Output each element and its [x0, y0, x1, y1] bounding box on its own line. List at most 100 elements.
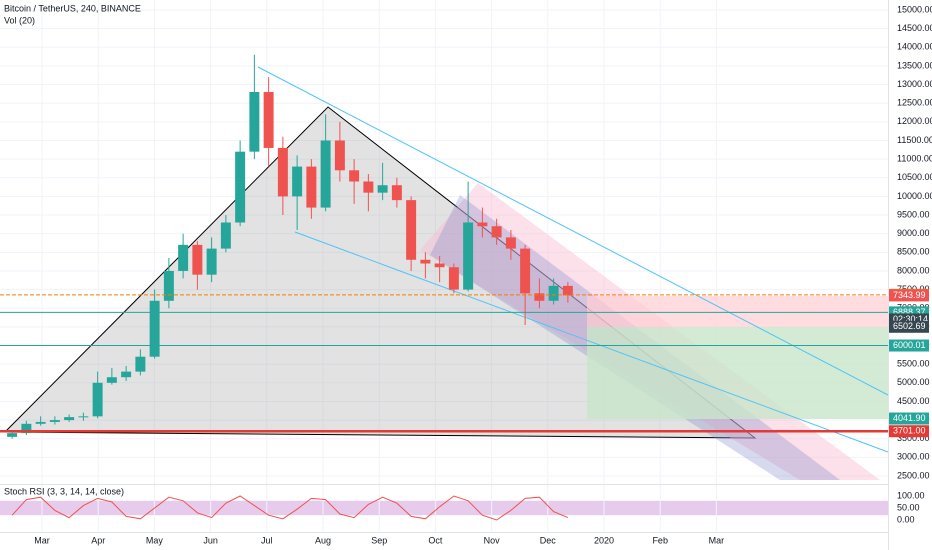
- candle-body: [520, 248, 531, 294]
- candle-body: [21, 423, 32, 434]
- candle-body: [235, 151, 246, 223]
- candle-body: [391, 185, 402, 201]
- y-tick-label: 9500.00: [897, 209, 930, 219]
- x-tick-label: 2020: [594, 535, 614, 545]
- price-label-box: [889, 412, 929, 425]
- price-label: 3701.00: [893, 426, 926, 436]
- y-tick-label: 9000.00: [897, 228, 930, 238]
- y-tick-label: 13500.00: [897, 60, 932, 70]
- x-tick-label: Oct: [428, 535, 443, 545]
- candle-body: [49, 420, 60, 422]
- price-label: 7343.99: [893, 290, 926, 300]
- y-tick-label: 11000.00: [897, 153, 932, 163]
- candle-body: [448, 267, 459, 290]
- indicator-band: [0, 500, 888, 516]
- x-tick-label: Mar: [34, 535, 50, 545]
- chart-title: Bitcoin / TetherUS, 240, BINANCE: [4, 3, 141, 13]
- y-tick-label: 14500.00: [897, 23, 932, 33]
- candle-body: [64, 417, 75, 421]
- y-tick-label: 15000.00: [897, 4, 932, 14]
- candle-body: [363, 181, 374, 193]
- volume-label: Vol (20): [4, 15, 35, 25]
- candle-body: [406, 200, 417, 260]
- candle-body: [463, 222, 474, 290]
- y-tick-label: 2500.00: [897, 470, 930, 480]
- candle-body: [35, 421, 46, 424]
- candle-body: [477, 222, 488, 227]
- x-tick-label: Mar: [709, 535, 725, 545]
- candle-body: [121, 371, 132, 378]
- x-tick-label: Sep: [371, 535, 387, 545]
- candle-body: [106, 377, 117, 383]
- x-tick-label: Nov: [484, 535, 501, 545]
- x-tick-label: Aug: [315, 535, 331, 545]
- price-label-box: [889, 289, 929, 302]
- y-tick-label: 12500.00: [897, 98, 932, 108]
- candle-body: [349, 170, 360, 182]
- x-tick-label: Apr: [91, 535, 105, 545]
- long-stop-zone: [587, 296, 888, 327]
- y-tick-label: 12000.00: [897, 116, 932, 126]
- axis-border: [888, 0, 889, 550]
- candle-body: [7, 433, 18, 437]
- y-tick-label: 5500.00: [897, 359, 930, 369]
- y-tick-label: 4500.00: [897, 396, 930, 406]
- y-tick-label: 10500.00: [897, 172, 932, 182]
- candle-body: [92, 382, 103, 417]
- y-tick-label: 13000.00: [897, 79, 932, 89]
- y-tick-label: 5000.00: [897, 377, 930, 387]
- x-tick-label: Jul: [261, 535, 273, 545]
- price-label: 6000.01: [893, 340, 926, 350]
- price-label: 02:30:14: [893, 314, 928, 324]
- candle-body: [491, 226, 502, 238]
- candle-body: [534, 293, 545, 301]
- x-tick-label: Jun: [203, 535, 218, 545]
- pane-separator: [0, 484, 888, 485]
- x-tick-label: Feb: [652, 535, 668, 545]
- candle-body: [192, 244, 203, 275]
- candle-body: [334, 140, 345, 171]
- candle-body: [377, 185, 388, 193]
- candle-body: [306, 166, 317, 208]
- y-tick-label: 8000.00: [897, 265, 930, 275]
- indicator-tick-label: 0.00: [897, 514, 915, 524]
- candle-body: [548, 285, 559, 301]
- price-label-box: [889, 425, 929, 438]
- candle-body: [163, 270, 174, 301]
- y-tick-label: 11500.00: [897, 135, 932, 145]
- indicator-tick-label: 100.00: [897, 490, 925, 500]
- price-label-box: [889, 320, 929, 333]
- candle-body: [505, 237, 516, 249]
- long-target-zone: [587, 327, 888, 419]
- y-tick-label: 3000.00: [897, 452, 930, 462]
- x-tick-label: Dec: [540, 535, 557, 545]
- trend-line: [294, 231, 889, 453]
- price-label-box: [889, 339, 929, 352]
- price-label: 6502.69: [893, 321, 926, 331]
- candle-body: [78, 416, 89, 418]
- candle-body: [320, 140, 331, 208]
- candle-body: [206, 248, 217, 275]
- y-tick-label: 14000.00: [897, 42, 932, 52]
- candle-body: [434, 263, 445, 268]
- candle-body: [220, 222, 231, 249]
- candle-body: [420, 259, 431, 264]
- y-tick-label: 10000.00: [897, 191, 932, 201]
- candle-body: [135, 356, 146, 372]
- x-tick-label: May: [146, 535, 164, 545]
- trend-line: [257, 66, 889, 396]
- candle-body: [263, 92, 274, 148]
- price-label: 6888.37: [893, 307, 926, 317]
- indicator-line: [11, 495, 569, 521]
- y-tick-label: 8500.00: [897, 247, 930, 257]
- candle-body: [249, 92, 260, 152]
- candle-body: [149, 300, 160, 357]
- triangle-drawing: [3, 106, 757, 439]
- indicator-title: Stoch RSI (3, 3, 14, 14, close): [4, 486, 124, 496]
- axis-border: [0, 532, 888, 533]
- candle-body: [178, 244, 189, 271]
- candle-body: [277, 147, 288, 197]
- candle-body: [562, 285, 573, 296]
- candle-body: [292, 166, 303, 197]
